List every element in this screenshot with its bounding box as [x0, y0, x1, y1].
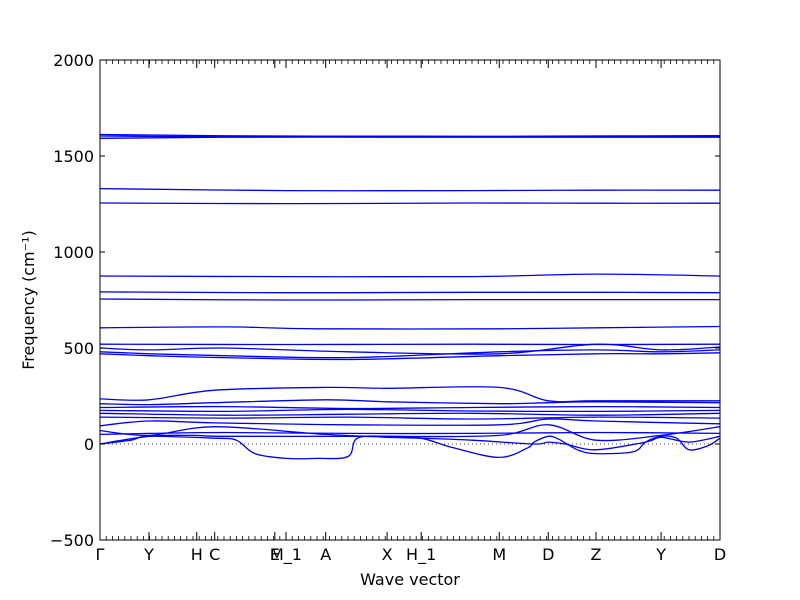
band-line-13 [100, 352, 720, 361]
band-series-layer [100, 133, 720, 460]
x-tick-label: Γ [96, 545, 105, 564]
y-axis-label: Frequency (cm⁻¹) [19, 230, 38, 369]
band-line-15 [100, 399, 720, 406]
x-tick-label: Y [655, 545, 666, 564]
band-line-18 [100, 412, 720, 416]
y-tick-label: 500 [63, 339, 94, 358]
band-line-7 [100, 291, 720, 294]
band-line-11 [100, 343, 720, 355]
band-line-12 [100, 349, 720, 359]
band-line-16 [100, 405, 720, 410]
x-tick-label: A [320, 545, 331, 564]
band-line-6 [100, 273, 720, 278]
x-tick-label: Y [143, 545, 154, 564]
band-line-23 [100, 435, 720, 460]
x-tick-label: D [714, 545, 726, 564]
band-line-20 [100, 418, 720, 427]
band-line-5 [100, 202, 720, 205]
x-axis-label: Wave vector [360, 570, 460, 589]
band-line-9 [100, 325, 720, 330]
x-axis-ticks: Γ Y H C EM_1 A X H_1 M D Z Y D [96, 60, 726, 565]
x-tick-label: E [270, 545, 280, 564]
x-tick-label: C [209, 545, 220, 564]
y-tick-label: 0 [84, 435, 94, 454]
x-tick-label: D [542, 545, 554, 564]
x-tick-label: M [492, 545, 506, 564]
x-tick-label: H [191, 545, 203, 564]
y-tick-label: −500 [50, 531, 94, 550]
band-line-22 [100, 431, 720, 436]
band-line-8 [100, 298, 720, 301]
x-tick-label: H_1 [406, 545, 436, 565]
band-line-3 [100, 136, 720, 139]
y-tick-label: 2000 [53, 51, 94, 70]
band-line-24 [100, 434, 720, 451]
y-tick-label: 1000 [53, 243, 94, 262]
x-tick-label: X [382, 545, 393, 564]
band-line-21 [100, 424, 720, 442]
plot-frame [99, 59, 721, 541]
minor-ticks [99, 60, 721, 540]
x-tick-label: M_1 [270, 545, 302, 565]
y-tick-label: 1500 [53, 147, 94, 166]
band-line-19 [100, 416, 720, 420]
band-line-17 [100, 408, 720, 413]
x-tick-label: Z [591, 545, 602, 564]
band-line-4 [100, 187, 720, 192]
band-line-14 [100, 386, 720, 403]
